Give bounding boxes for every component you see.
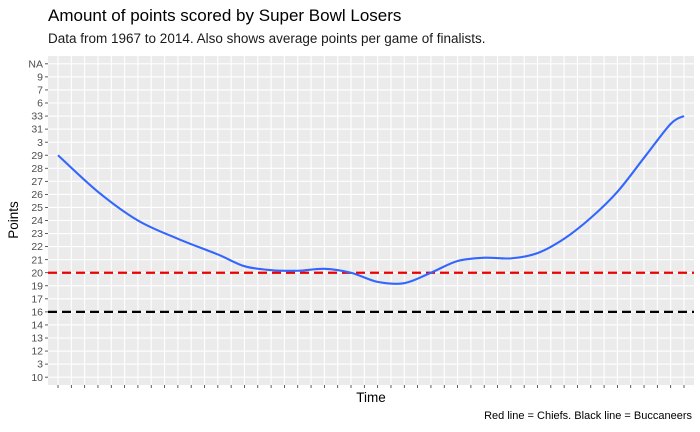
y-tick-label: 27 (31, 176, 43, 188)
chart-caption: Red line = Chiefs. Black line = Buccanee… (484, 410, 692, 422)
y-tick-label: 19 (31, 280, 43, 292)
y-tick-label: 12 (31, 346, 43, 358)
y-tick-label: 26 (31, 189, 43, 201)
chart-title: Amount of points scored by Super Bowl Lo… (48, 6, 402, 25)
y-tick-label: NA (28, 58, 43, 70)
y-tick-label: 29 (31, 150, 43, 162)
y-tick-label: 25 (31, 202, 43, 214)
x-axis-ticks (57, 385, 685, 388)
y-tick-label: 9 (37, 71, 43, 83)
y-tick-label: 7 (37, 85, 43, 97)
y-tick-label: 33 (31, 111, 43, 123)
y-axis-title: Points (6, 201, 21, 239)
smooth-trend-line (57, 115, 685, 285)
y-tick-label: 14 (31, 320, 43, 332)
y-tick-label: 23 (31, 228, 43, 240)
y-tick-label: 3 (37, 137, 43, 149)
y-tick-label: 10 (31, 372, 43, 384)
y-tick-label: 22 (31, 241, 43, 253)
y-tick-label: 13 (31, 333, 43, 345)
chart-subtitle: Data from 1967 to 2014. Also shows avera… (48, 31, 486, 46)
y-tick-label: 16 (31, 306, 43, 318)
y-tick-label: 17 (31, 293, 43, 305)
y-tick-label: 20 (31, 267, 43, 279)
y-tick-label: 24 (31, 215, 43, 227)
y-tick-label: 3 (37, 359, 43, 371)
y-tick-label: 6 (37, 98, 43, 110)
y-tick-label: 28 (31, 163, 43, 175)
reference-lines (48, 271, 694, 313)
series-layer (57, 115, 685, 285)
x-axis-title: Time (356, 390, 386, 405)
y-tick-label: 31 (31, 124, 43, 136)
y-axis-ticks: 1031213141617192021222324252627282933133… (28, 58, 48, 384)
y-tick-label: 21 (31, 254, 43, 266)
